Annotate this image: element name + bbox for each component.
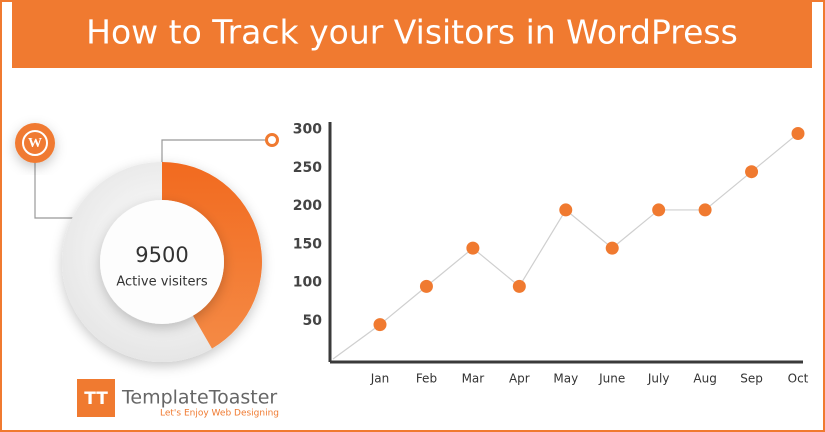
x-tick-label: Sep [740,372,763,386]
line-chart: 50 100 150 200 250 300 Jan Feb Mar Apr May June July… [293,122,809,386]
data-point [559,203,573,217]
x-tick-label: May [553,372,578,386]
data-point [466,241,480,255]
data-point [512,279,526,293]
title-banner [12,2,812,68]
title: How to Track your Visitors in WordPress [86,13,738,52]
brand-name: TemplateToaster [121,387,277,409]
x-tick-label: Aug [693,372,716,386]
y-tick-label: 250 [293,160,322,176]
visitor-label: Active visiters [116,275,207,290]
donut-arc [162,162,262,349]
x-tick-label: Mar [462,372,485,386]
data-point [419,279,433,293]
visitor-count: 9500 [135,243,188,267]
data-point [698,203,712,217]
connector [161,139,265,172]
wordpress-glyph: W [28,136,42,151]
wordpress-icon [15,123,55,163]
x-tick-label: Jan [370,372,390,386]
line-lead [332,324,381,360]
data-point [605,241,619,255]
data-point [373,318,387,332]
connector [34,163,75,219]
brand-tagline: Let's Enjoy Web Designing [160,409,279,419]
x-tick-label: Oct [788,372,809,386]
y-tick-label: 100 [293,275,322,291]
wordpress-glyph [22,130,48,156]
brand-icon [77,379,115,417]
donut-center [100,200,224,324]
x-tick-label: Feb [416,372,437,386]
series-line [379,133,799,326]
y-tick-label: 150 [293,236,322,252]
y-tick-label: 50 [303,313,323,329]
connector-dot [265,133,279,147]
x-tick-label: June [598,372,625,386]
y-tick-label: 200 [293,198,322,214]
x-tick-label: July [647,372,670,386]
data-point [745,165,759,179]
x-tick-label: Apr [509,372,530,386]
data-point [791,126,805,140]
brand-icon-text: TT [84,389,108,409]
data-point [652,203,666,217]
y-tick-label: 300 [293,122,322,138]
